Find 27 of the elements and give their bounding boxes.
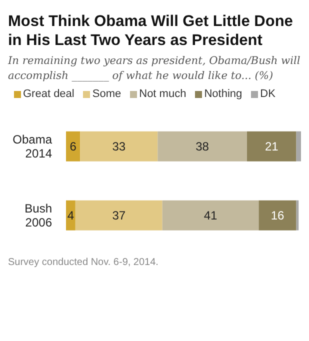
bar xyxy=(75,200,162,230)
legend-label: Great deal xyxy=(22,88,74,100)
legend-label: DK xyxy=(259,88,276,100)
text: Survey conducted Nov. 6-9, 2014. xyxy=(8,256,160,269)
bar xyxy=(66,200,76,230)
data-label: 6 xyxy=(70,139,77,154)
data-label: 33 xyxy=(112,139,126,154)
data-label: 41 xyxy=(204,208,218,222)
bar xyxy=(246,131,296,162)
bar xyxy=(80,131,158,162)
y-tick-label: Bush 2006 xyxy=(24,202,52,230)
bar xyxy=(158,131,247,162)
legend-label: Not much xyxy=(138,88,186,100)
data-label: 16 xyxy=(270,208,284,222)
legend-label: Nothing xyxy=(203,88,242,100)
chart-title: Most Think Obama Will Get Little Done in His Last Two Years as President xyxy=(8,12,294,50)
legend-label: Some xyxy=(91,88,122,100)
chart-subtitle: In remaining two years as president, Obama/Bush will accomplish _______ of what he would like to... (%) xyxy=(8,54,302,84)
data-label: 4 xyxy=(67,208,74,222)
bar xyxy=(296,131,301,162)
data-label: 38 xyxy=(196,139,210,154)
bar xyxy=(162,200,259,230)
data-label: 21 xyxy=(264,139,279,154)
y-tick-label: Obama 2014 xyxy=(12,132,52,160)
data-label: 37 xyxy=(112,208,126,222)
bar xyxy=(258,200,296,230)
bar xyxy=(66,131,80,162)
